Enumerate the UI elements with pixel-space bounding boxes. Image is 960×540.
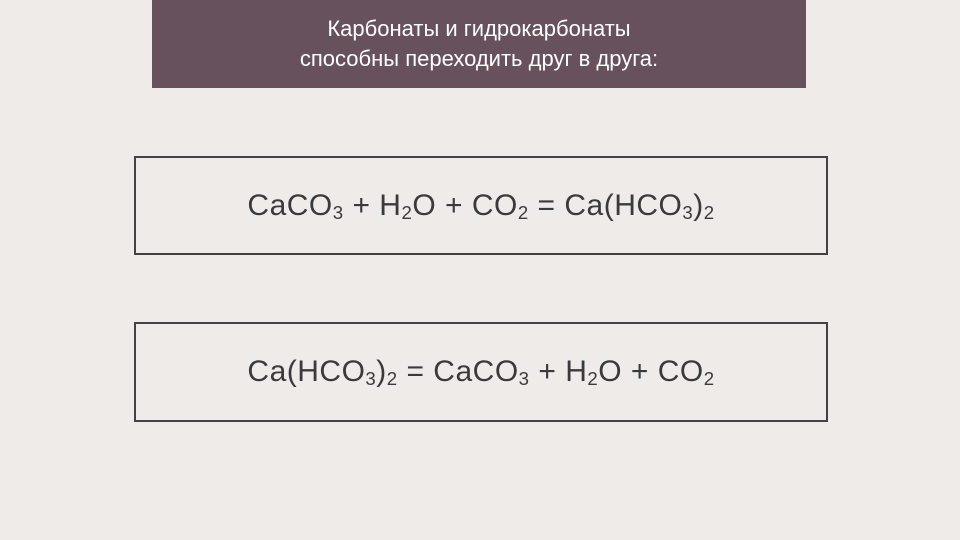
header-line-1: Карбонаты и гидрокарбонаты [327,14,630,44]
equation-box-1: CaCO3 + H2O + CO2 = Ca(HCO3)2 [134,156,828,255]
header-band: Карбонаты и гидрокарбонаты способны пере… [152,0,806,88]
equation-2: Ca(HCO3)2 = CaCO3 + H2O + CO2 [247,355,714,389]
header-line-2: способны переходить друг в друга: [300,44,658,74]
equation-box-2: Ca(HCO3)2 = CaCO3 + H2O + CO2 [134,322,828,422]
equation-1: CaCO3 + H2O + CO2 = Ca(HCO3)2 [247,189,714,223]
